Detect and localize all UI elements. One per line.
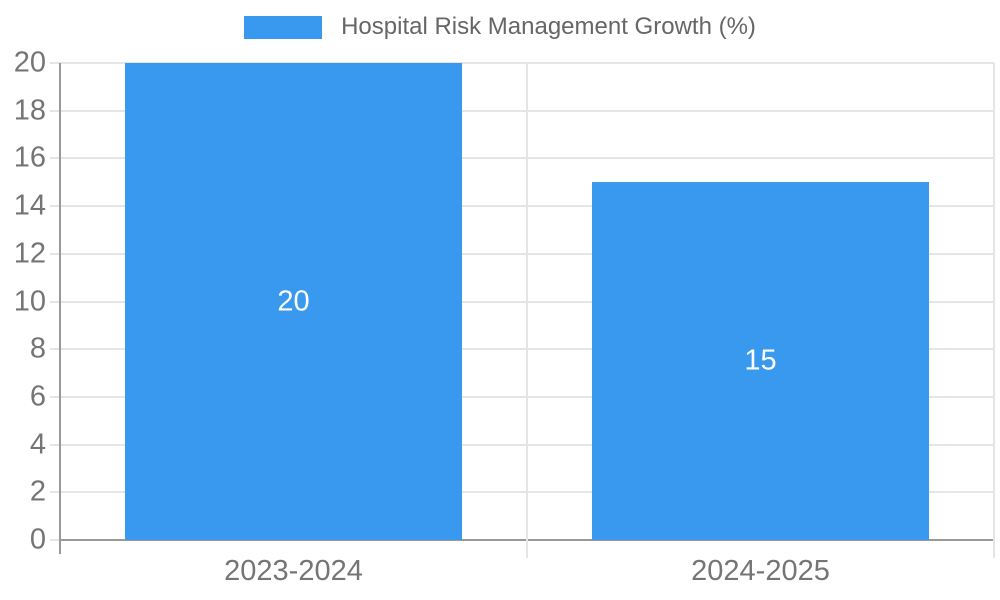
x-tick [993, 540, 995, 558]
bar-value-label: 20 [277, 285, 310, 317]
legend-label: Hospital Risk Management Growth (%) [341, 13, 756, 40]
category-gridline [993, 63, 995, 540]
y-axis-tick-label: 8 [29, 332, 46, 365]
chart-legend: Hospital Risk Management Growth (%) [0, 13, 1000, 42]
y-tick [50, 300, 60, 303]
x-axis-tick-label: 2023-2024 [224, 555, 363, 587]
y-tick [50, 157, 60, 160]
x-tick [526, 540, 528, 558]
category-gridline [526, 63, 528, 540]
y-axis-tick-label: 16 [13, 141, 46, 174]
y-axis-tick-label: 4 [29, 428, 46, 461]
y-axis-tick-label: 0 [29, 523, 46, 556]
y-tick [50, 539, 60, 541]
y-axis-tick-label: 18 [13, 94, 46, 127]
y-tick [50, 109, 60, 112]
legend-color-swatch [244, 15, 323, 39]
plot-area: 0 2 4 6 8 10 12 14 16 18 20 20 2023-2024 15 2024-2025 [14, 48, 995, 586]
y-axis-tick-label: 12 [13, 237, 46, 270]
y-tick [50, 491, 60, 494]
bar [591, 182, 930, 540]
bar-value-label: 15 [744, 344, 777, 377]
y-tick [50, 252, 60, 255]
x-axis-tick-label: 2024-2025 [691, 555, 830, 587]
y-tick [50, 443, 60, 446]
y-tick [50, 395, 60, 398]
y-axis-tick-label: 20 [13, 46, 46, 79]
y-axis-tick-label: 14 [13, 189, 46, 222]
y-tick [50, 348, 60, 351]
legend-item[interactable]: Hospital Risk Management Growth (%) [244, 13, 756, 42]
y-axis-tick-label: 2 [29, 475, 46, 508]
bar [124, 63, 463, 540]
y-tick [50, 205, 60, 208]
y-axis-tick-label: 10 [13, 285, 46, 317]
y-axis-line [59, 63, 61, 554]
y-tick [50, 62, 60, 64]
y-axis-tick-label: 6 [29, 380, 46, 413]
